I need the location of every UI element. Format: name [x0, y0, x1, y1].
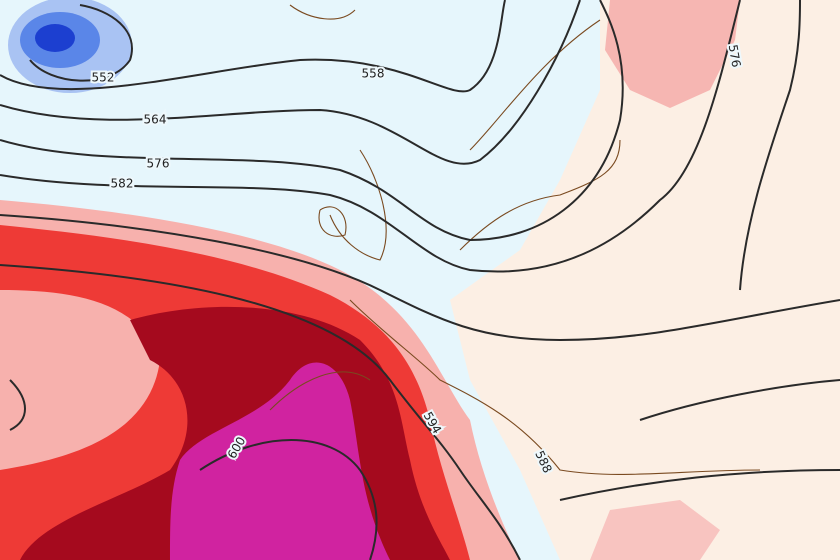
coastlines: [269, 4, 761, 475]
contour-label: 558: [362, 67, 385, 81]
cold-3: [35, 24, 75, 52]
contour-local: [9, 379, 26, 431]
contour-594: [0, 264, 521, 560]
coast-europe: [269, 19, 761, 475]
warm-anomaly-south: [590, 500, 720, 560]
warm-anomaly-north: [605, 0, 740, 108]
anomaly-magenta: [170, 362, 390, 560]
contour-576: [0, 0, 624, 242]
contour-label: 576: [147, 157, 170, 171]
contour-588: [0, 214, 840, 342]
contour-582: [0, 0, 741, 273]
contour-label: 576: [726, 43, 744, 68]
contour-558: [0, 0, 506, 93]
contour-label: 564: [144, 113, 167, 127]
contour-labels: 552 558 564 576 582 594 588 600 576: [90, 41, 746, 477]
contour-600: [199, 439, 378, 560]
contour-564: [0, 0, 581, 165]
contour-east: [559, 0, 840, 501]
cold-low: [8, 0, 132, 93]
neutral-anomaly: [450, 0, 840, 560]
coast-uk: [289, 4, 387, 261]
contour-label: 552: [92, 71, 115, 85]
contour-label: 582: [111, 177, 134, 191]
warm-anomaly: [0, 200, 520, 560]
contour-552: [29, 4, 133, 82]
